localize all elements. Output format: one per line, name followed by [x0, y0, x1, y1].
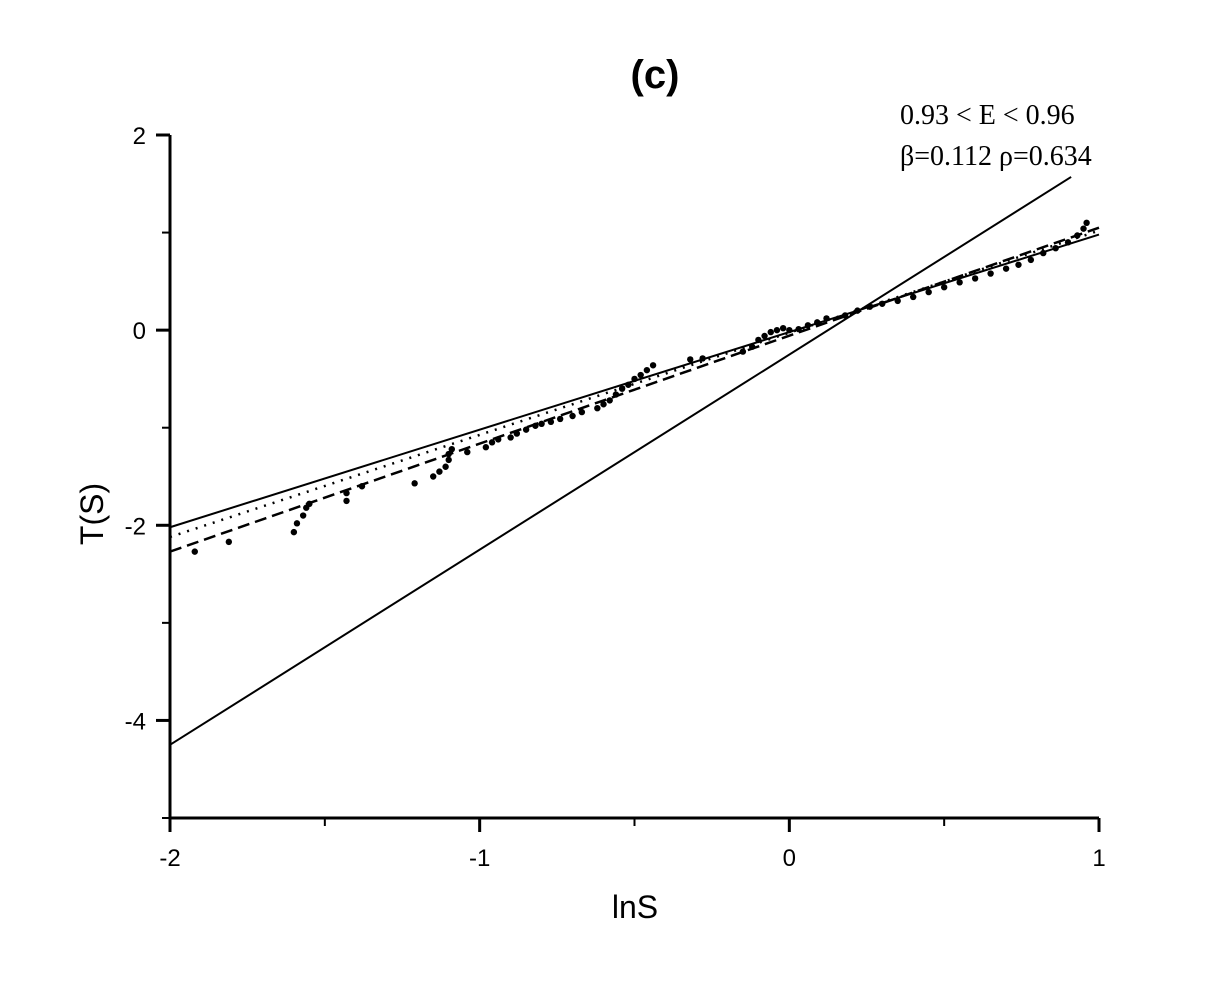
data-point [532, 422, 539, 429]
data-point [411, 480, 418, 487]
data-point [854, 307, 861, 314]
data-point [755, 336, 762, 344]
fit-line-dashed [169, 226, 1100, 553]
data-point [293, 520, 301, 527]
data-point [879, 300, 886, 307]
data-point [786, 326, 793, 334]
data-point [358, 483, 366, 490]
data-point [430, 473, 437, 480]
data-point [299, 512, 307, 519]
data-point [1015, 261, 1022, 268]
data-point [1002, 265, 1010, 272]
data-point [442, 463, 449, 470]
data-point [436, 468, 443, 475]
data-point [606, 397, 613, 404]
fit-line-solid [169, 176, 1072, 746]
data-point [699, 355, 706, 362]
data-point [225, 538, 233, 546]
data-point [761, 332, 768, 340]
data-point [1064, 239, 1072, 246]
x-axis-title: lnS [612, 889, 658, 925]
x-tick-label: 0 [783, 845, 796, 872]
data-point [594, 405, 601, 412]
data-point [547, 418, 555, 426]
data-point [306, 500, 313, 508]
data-point [482, 444, 490, 451]
data-point [767, 328, 774, 336]
data-point [971, 275, 979, 282]
data-point [1083, 219, 1090, 227]
data-point [522, 426, 530, 433]
data-point [1040, 249, 1047, 257]
data-point [290, 528, 298, 536]
data-point [687, 356, 694, 363]
data-point [940, 284, 948, 291]
chart-title: (c) [631, 53, 680, 97]
x-tick-label: 1 [1092, 845, 1105, 872]
y-tick-label: -4 [125, 708, 146, 735]
data-point [507, 434, 514, 441]
data-points [191, 219, 1090, 555]
data-point [464, 448, 471, 456]
data-point [578, 408, 586, 416]
data-point [866, 303, 874, 310]
data-point [925, 288, 932, 296]
data-point [910, 293, 917, 301]
data-point [631, 375, 638, 383]
data-point [569, 412, 576, 420]
data-point [987, 270, 994, 277]
data-point [612, 391, 620, 398]
data-point [649, 362, 657, 369]
y-tick-label: -2 [125, 513, 146, 540]
data-point [795, 325, 802, 333]
data-point [343, 497, 350, 505]
data-point [538, 420, 545, 428]
fit-line-dotted [169, 229, 1100, 539]
x-ticks: -2 -1 0 1 [159, 818, 1106, 872]
data-point [600, 401, 607, 408]
data-point [1080, 225, 1087, 232]
data-point [773, 326, 781, 334]
x-tick-label: -2 [159, 845, 180, 872]
y-axis-title: T(S) [74, 483, 110, 545]
data-point [779, 324, 787, 332]
data-point [1074, 232, 1081, 239]
data-point [894, 297, 901, 305]
data-point [191, 548, 198, 555]
data-point [448, 445, 455, 453]
y-tick-label: 0 [133, 318, 146, 345]
data-point [637, 371, 644, 379]
fit-lines [169, 176, 1100, 746]
y-tick-label: 2 [133, 123, 146, 150]
data-point [625, 381, 632, 388]
data-point [823, 315, 830, 322]
data-point [814, 319, 821, 326]
data-point [643, 366, 651, 374]
data-point [445, 450, 452, 458]
data-point [956, 279, 963, 286]
data-point [1052, 244, 1059, 252]
data-point [556, 415, 564, 423]
data-point [804, 322, 812, 329]
data-point [841, 312, 849, 319]
data-point [488, 439, 496, 446]
annotation-energy-range: 0.93 < E < 0.96 [900, 100, 1075, 131]
data-point [343, 489, 350, 497]
data-point [618, 385, 626, 392]
data-point [513, 430, 521, 437]
data-point [445, 456, 452, 464]
annotation-parameters: β=0.112 ρ=0.634 [900, 141, 1092, 172]
x-tick-label: -1 [469, 845, 490, 872]
data-point [495, 436, 502, 443]
y-ticks: 2 0 -2 -4 [125, 123, 170, 819]
data-point [1027, 256, 1035, 264]
data-point [739, 348, 747, 355]
data-point [748, 343, 756, 350]
